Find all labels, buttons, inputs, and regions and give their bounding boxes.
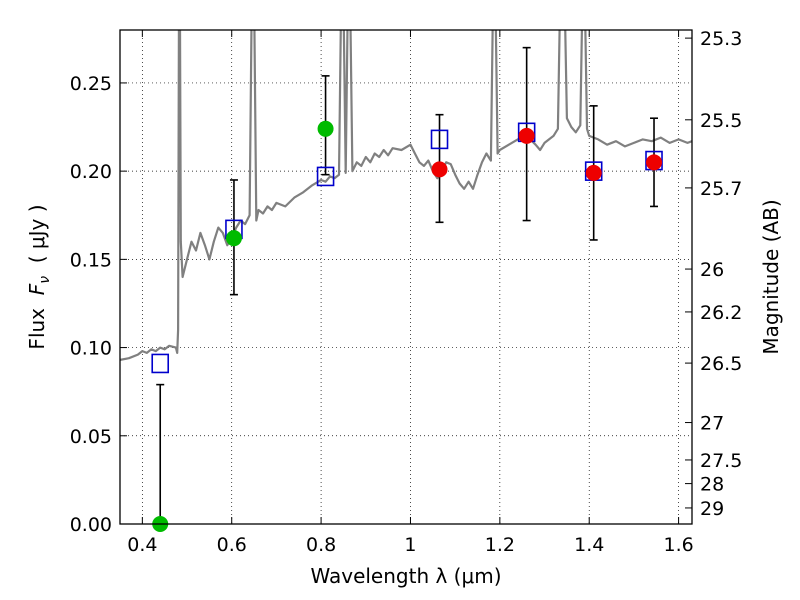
right-axis-label: Magnitude (AB) bbox=[759, 199, 783, 354]
y-tick-label: 0.20 bbox=[70, 161, 112, 183]
x-axis-label: Wavelength λ (μm) bbox=[310, 564, 501, 588]
model-square-marker bbox=[151, 353, 170, 374]
grid bbox=[120, 30, 692, 525]
y-axis-label-symbol: F bbox=[25, 283, 49, 295]
marker-series bbox=[151, 120, 663, 532]
mag-tick-label: 27.5 bbox=[700, 450, 742, 472]
model-square-marker bbox=[430, 129, 449, 150]
measured-point-red bbox=[431, 161, 448, 178]
y-axis-label-subscript: ν bbox=[37, 276, 53, 284]
x-tick-label: 1 bbox=[404, 534, 416, 556]
mag-tick-label: 27 bbox=[700, 413, 724, 435]
y-tick-label: 0.15 bbox=[70, 249, 112, 271]
y-tick-label: 0.10 bbox=[70, 338, 112, 360]
errorbar-series bbox=[156, 46, 659, 524]
y-axis-label-unit: ( μJy ) bbox=[25, 204, 49, 276]
mag-tick-label: 25.7 bbox=[700, 178, 742, 200]
spectrum-series bbox=[120, 30, 692, 361]
x-tick-label: 1.2 bbox=[485, 534, 515, 556]
y-axis-label: Flux Fν ( μJy ) bbox=[25, 204, 53, 349]
x-tick-label: 0.4 bbox=[127, 534, 157, 556]
measured-point-green bbox=[225, 230, 242, 247]
spectrum-line bbox=[120, 30, 692, 361]
y-axis-label-prefix: Flux bbox=[25, 295, 49, 349]
mag-tick-label: 28 bbox=[700, 474, 724, 496]
measured-point-red bbox=[646, 154, 663, 171]
x-tick-label: 1.4 bbox=[574, 534, 604, 556]
mag-tick-label: 25.5 bbox=[700, 110, 742, 132]
measured-point-green bbox=[317, 120, 334, 137]
y-tick-label: 0.25 bbox=[70, 73, 112, 95]
measured-point-red bbox=[585, 164, 602, 181]
mag-tick-label: 29 bbox=[700, 498, 724, 520]
mag-tick-label: 25.3 bbox=[700, 28, 742, 50]
x-tick-label: 0.6 bbox=[217, 534, 247, 556]
y-tick-label: 0.00 bbox=[70, 514, 112, 536]
x-tick-label: 0.8 bbox=[306, 534, 336, 556]
mag-tick-label: 26.2 bbox=[700, 302, 742, 324]
plot-frame bbox=[119, 29, 693, 525]
model-square-marker bbox=[316, 166, 335, 187]
axis-ticks: 0.4 0.6 0.8 1 1.2 1.4 1.6 0.00 0.05 0.10 0.15 0.20 0… bbox=[70, 28, 743, 556]
mag-tick-label: 26.5 bbox=[700, 353, 742, 375]
x-tick-label: 1.6 bbox=[663, 534, 693, 556]
mag-tick-label: 26 bbox=[700, 259, 724, 281]
y-tick-label: 0.05 bbox=[70, 426, 112, 448]
measured-point-red bbox=[518, 127, 535, 144]
